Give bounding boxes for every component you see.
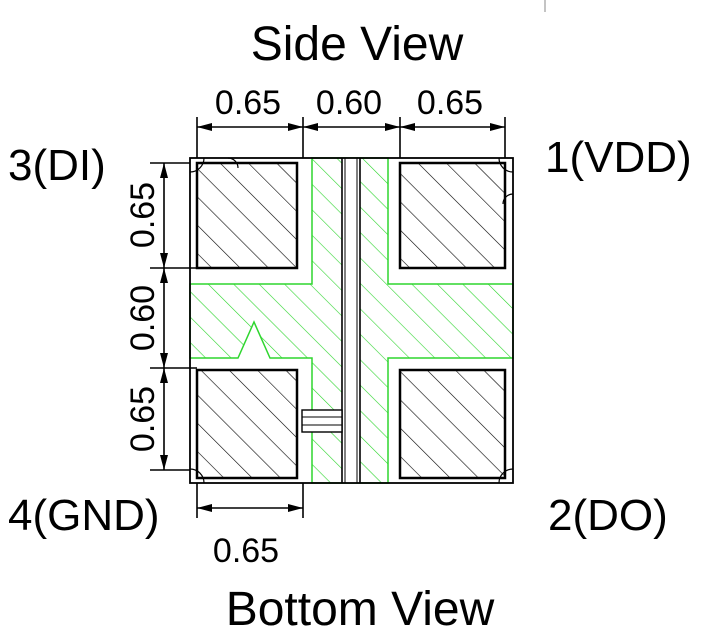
dim-top-2: 0.60 <box>316 84 382 122</box>
top-dimension <box>196 117 506 158</box>
dim-top-1: 0.65 <box>215 84 281 122</box>
gnd-tab <box>301 409 343 433</box>
pad-top-right <box>398 161 507 270</box>
pad-top-left <box>195 161 299 270</box>
corner-arcs <box>189 157 514 484</box>
bottom-dimension <box>196 483 304 518</box>
dim-top-3: 0.65 <box>417 84 483 122</box>
dim-left-1: 0.65 <box>124 182 162 248</box>
dim-bottom: 0.65 <box>213 532 279 570</box>
center-channel <box>341 158 361 483</box>
pin-label-vdd: 1(VDD) <box>545 133 692 182</box>
dim-left-2: 0.60 <box>124 285 162 351</box>
left-dimension <box>150 162 197 471</box>
pin-label-do: 2(DO) <box>548 491 668 540</box>
dim-left-3: 0.65 <box>124 386 162 452</box>
bottom-view-title: Bottom View <box>226 583 495 634</box>
package-outline <box>189 157 514 484</box>
side-view-title: Side View <box>251 18 464 71</box>
pad-bottom-right <box>398 368 507 480</box>
pin-label-di: 3(DI) <box>8 141 106 190</box>
pad-bottom-left <box>195 368 299 480</box>
pin-label-gnd: 4(GND) <box>8 491 160 540</box>
